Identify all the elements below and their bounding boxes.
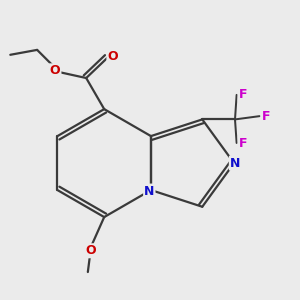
Text: N: N: [144, 184, 154, 198]
Text: O: O: [50, 64, 60, 77]
Text: F: F: [238, 137, 247, 150]
Text: N: N: [230, 157, 240, 169]
Text: O: O: [107, 50, 118, 63]
Text: F: F: [262, 110, 270, 123]
Text: O: O: [85, 244, 96, 257]
Text: F: F: [238, 88, 247, 101]
